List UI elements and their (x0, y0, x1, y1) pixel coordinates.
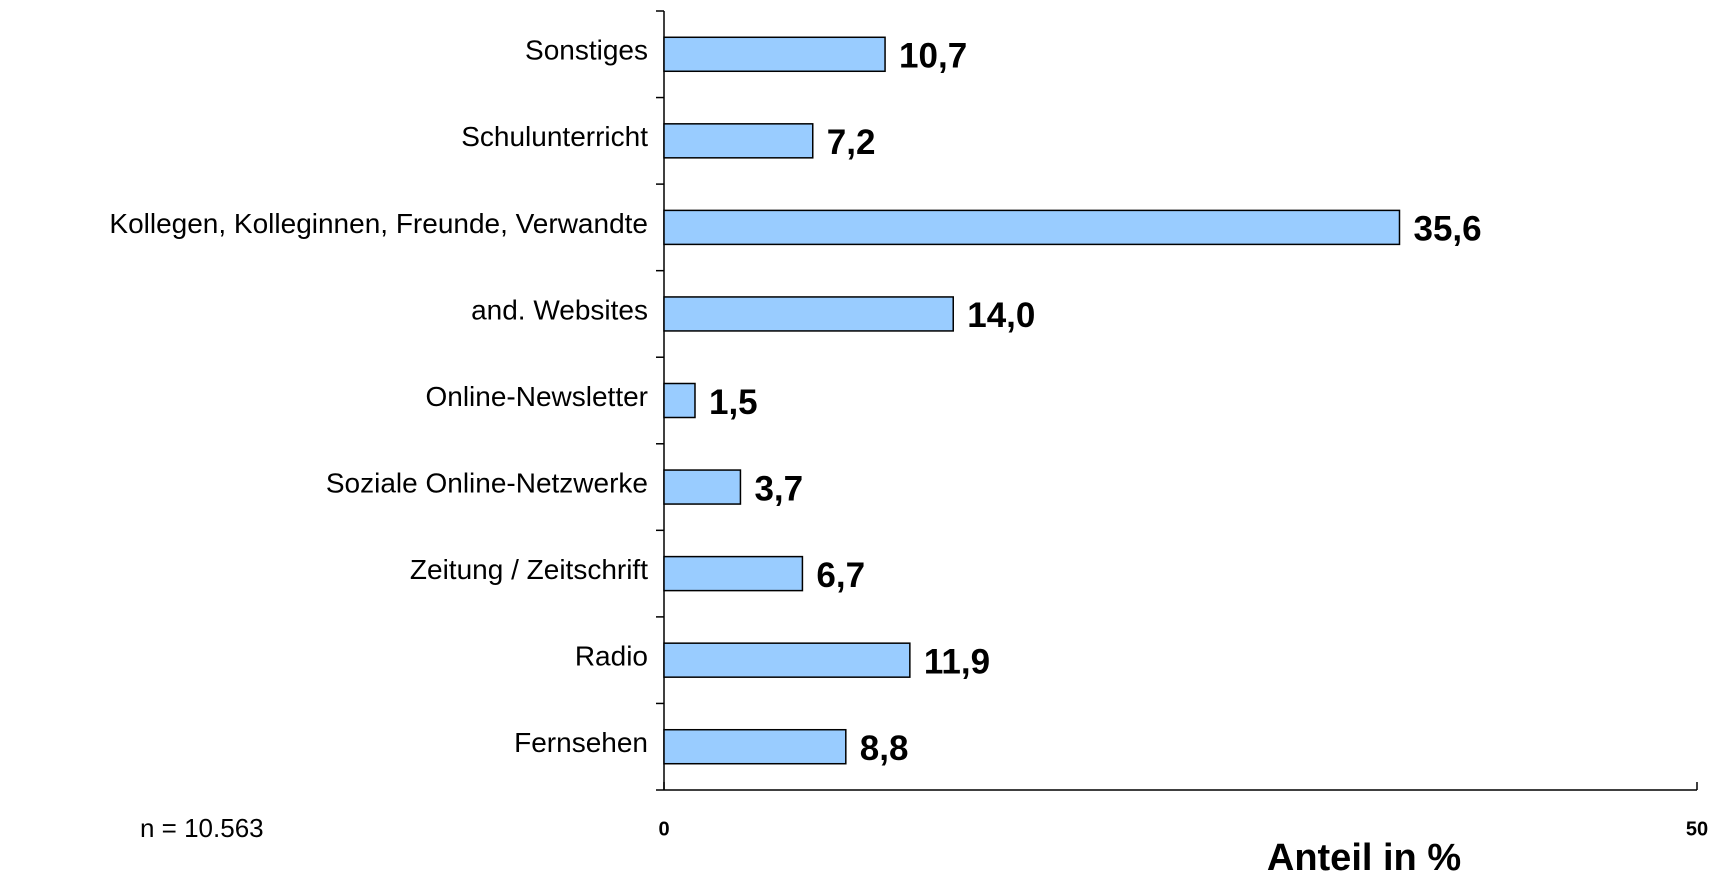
x-tick-label: 0 (658, 818, 669, 840)
annotation: n = 10.563 (140, 813, 264, 843)
value-label: 14,0 (967, 296, 1035, 335)
y-tick-label: Schulunterricht (461, 121, 648, 152)
value-label: 1,5 (709, 383, 758, 422)
y-tick-label: Sonstiges (525, 35, 648, 66)
x-tick-label: 50 (1686, 818, 1708, 840)
bar (663, 36, 886, 73)
y-tick-label: Radio (575, 641, 648, 672)
bar (663, 642, 911, 678)
y-tick-label: Fernsehen (514, 727, 648, 758)
y-tick-label: Soziale Online-Netzwerke (326, 467, 648, 498)
value-label: 6,7 (816, 556, 865, 595)
bar (663, 728, 847, 765)
value-label: 10,7 (899, 37, 967, 76)
value-label: 35,6 (1413, 210, 1481, 249)
bar (663, 382, 696, 419)
y-tick-label: Online-Newsletter (425, 381, 648, 412)
value-label: 3,7 (754, 469, 803, 508)
value-label: 7,2 (827, 123, 876, 162)
bar (663, 555, 804, 592)
bar (663, 209, 1401, 246)
x-axis-label: Anteil in % (1267, 837, 1461, 879)
bar (663, 469, 742, 505)
value-label: 8,8 (860, 729, 909, 768)
y-tick-label: Zeitung / Zeitschrift (410, 554, 648, 585)
bar (663, 296, 954, 332)
y-tick-label: and. Websites (471, 294, 648, 325)
bar (663, 123, 814, 159)
value-label: 11,9 (924, 642, 990, 681)
y-tick-label: Kollegen, Kolleginnen, Freunde, Verwandt… (109, 208, 648, 239)
